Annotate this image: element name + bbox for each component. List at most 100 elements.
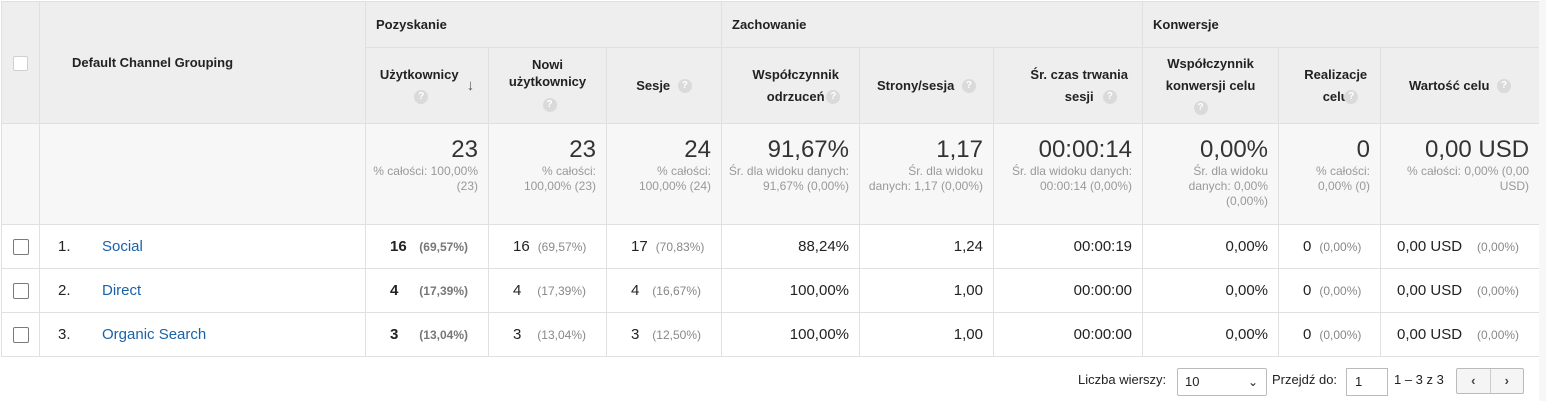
summary-sub: % całości: 100,00% (23) <box>523 164 596 193</box>
col-goal-value-label: Wartość celu <box>1409 77 1490 93</box>
value: 3 <box>631 326 640 343</box>
col-conv-rate-label: Współczynnik konwersji celu <box>1165 55 1256 93</box>
col-new-users[interactable]: Nowi użytkownicy ? <box>488 47 607 124</box>
value: 4 <box>513 282 522 299</box>
value: 17 <box>631 238 648 255</box>
page-range: 1 – 3 z 3 <box>1394 372 1444 387</box>
row-dimension: 3. Organic Search <box>39 312 366 357</box>
summary-sub: % całości: 0,00% (0) <box>1316 164 1371 193</box>
summary-value: 0,00% <box>1199 136 1269 163</box>
percent: (17,39%) <box>537 283 586 298</box>
help-icon[interactable]: ? <box>677 79 692 94</box>
value: 0 <box>1303 326 1312 343</box>
help-icon[interactable]: ? <box>1102 90 1117 105</box>
col-avg-duration-label: Śr. czas trwania sesji <box>1030 66 1128 104</box>
sort-descending-icon[interactable]: ↓ <box>466 76 475 94</box>
percent: (0,00%) <box>1319 327 1362 342</box>
percent: (69,57%) <box>419 239 468 254</box>
value: 16 <box>390 238 407 255</box>
summary-value: 23 <box>451 136 478 163</box>
col-goal-value[interactable]: Wartość celu ? <box>1380 47 1541 124</box>
cell-pages-session: 1,24 <box>859 224 994 269</box>
cell-users: 3 (13,04%) <box>365 312 489 357</box>
row-check-cell <box>1 312 40 357</box>
cell-bounce-rate: 88,24% <box>721 224 860 269</box>
summary-value: 00:00:14 <box>1038 136 1133 163</box>
prev-page-button[interactable]: ‹ <box>1471 373 1476 388</box>
row-checkbox[interactable] <box>12 283 29 300</box>
col-pages-session-label: Strony/sesja <box>877 77 955 93</box>
summary-bounce-rate: 91,67% Śr. dla widoku danych: 91,67% (0,0… <box>721 123 860 225</box>
summary-value: 91,67% <box>767 136 849 163</box>
cell-goal-value: 0,00 USD (0,00%) <box>1380 268 1541 313</box>
report-table: Default Channel Grouping Pozyskanie Zach… <box>1 1 1541 357</box>
cell-conv-rate: 0,00% <box>1142 268 1280 313</box>
row-checkbox[interactable] <box>12 239 29 256</box>
cell-goal-value: 0,00 USD (0,00%) <box>1380 224 1541 269</box>
cell-avg-duration: 00:00:00 <box>992 268 1144 313</box>
value: 4 <box>631 282 640 299</box>
summary-goal-value: 0,00 USD% całości: 0,00% (0,00 USD) <box>1380 123 1541 225</box>
cell-pages-session: 1,00 <box>859 268 994 313</box>
group-header-row: Default Channel Grouping Pozyskanie Zach… <box>1 1 1541 124</box>
row-index: 1. <box>58 238 71 255</box>
cell-avg-duration: 00:00:00 <box>992 312 1144 357</box>
help-icon[interactable]: ? <box>542 97 557 112</box>
value: 0 <box>1303 282 1312 299</box>
channel-link[interactable]: Direct <box>102 282 142 299</box>
summary-value: 23 <box>569 136 596 163</box>
cell-goal-value: 0,00 USD (0,00%) <box>1380 312 1541 357</box>
help-icon[interactable]: ? <box>826 90 841 105</box>
percent: (16,67%) <box>652 283 701 298</box>
col-bounce-rate[interactable]: Współczynnik odrzuceń ? <box>721 47 860 124</box>
col-avg-duration[interactable]: Śr. czas trwania sesji ? <box>992 47 1144 124</box>
col-conv-rate[interactable]: Współczynnik konwersji celu ? <box>1142 47 1280 124</box>
cell-new-users: 16 (69,57%) <box>488 224 607 269</box>
row-check-cell <box>1 268 40 313</box>
cell-conv-rate: 0,00% <box>1142 312 1280 357</box>
chevron-down-icon: ⌄ <box>1247 375 1258 389</box>
value: 3 <box>390 326 399 343</box>
help-icon[interactable]: ? <box>414 90 429 105</box>
summary-check-cell <box>1 123 40 225</box>
col-pages-session[interactable]: Strony/sesja ? <box>859 47 994 124</box>
summary-sub: % całości: 100,00% (24) <box>638 164 711 193</box>
channel-link[interactable]: Organic Search <box>102 326 207 343</box>
value: 0,00 USD <box>1397 326 1463 343</box>
summary-value: 1,17 <box>936 136 983 163</box>
cell-goal-completions: 0 (0,00%) <box>1278 268 1382 313</box>
table-row: 3. Organic Search 3 (13,04%) 3 (13,04%) 3 (1… <box>1 312 1541 357</box>
summary-sub: Śr. dla widoku danych: 91,67% (0,00%) <box>728 164 849 193</box>
summary-goal-completions: 0% całości: 0,00% (0) <box>1278 123 1382 225</box>
goto-input[interactable]: 1 <box>1346 368 1388 396</box>
col-users[interactable]: Użytkownicy ? ↓ <box>365 47 489 124</box>
value: 3 <box>513 326 522 343</box>
cell-sessions: 4 (16,67%) <box>606 268 722 313</box>
dimension-header[interactable]: Default Channel Grouping <box>39 1 366 124</box>
help-icon[interactable]: ? <box>1344 90 1359 105</box>
rows-per-page-select[interactable]: 10 ⌄ <box>1177 368 1267 396</box>
summary-sessions: 24% całości: 100,00% (24) <box>606 123 722 225</box>
help-icon[interactable]: ? <box>961 79 976 94</box>
percent: (12,50%) <box>652 327 701 342</box>
row-checkbox[interactable] <box>12 327 29 344</box>
percent: (70,83%) <box>655 239 705 254</box>
cell-avg-duration: 00:00:19 <box>992 224 1144 269</box>
summary-sub: % całości: 100,00% (23) <box>373 164 478 193</box>
col-goal-completions[interactable]: Realizacje celu ? <box>1278 47 1382 124</box>
help-icon[interactable]: ? <box>1193 101 1208 116</box>
col-sessions[interactable]: Sesje ? <box>606 47 722 124</box>
percent: (0,00%) <box>1319 239 1362 254</box>
cell-conv-rate: 0,00% <box>1142 224 1280 269</box>
select-all-cell <box>1 1 40 124</box>
cell-goal-completions: 0 (0,00%) <box>1278 224 1382 269</box>
percent: (0,00%) <box>1319 283 1362 298</box>
channel-link[interactable]: Social <box>102 238 143 255</box>
cell-goal-completions: 0 (0,00%) <box>1278 312 1382 357</box>
metric-header-row: Użytkownicy ? ↓ Nowi użytkownicy ? Sesje… <box>2 47 1541 124</box>
next-page-button[interactable]: › <box>1489 369 1524 393</box>
summary-users: 23% całości: 100,00% (23) <box>365 123 489 225</box>
help-icon[interactable]: ? <box>1497 79 1512 94</box>
select-all-checkbox[interactable] <box>13 55 28 71</box>
summary-new-users: 23% całości: 100,00% (23) <box>488 123 607 225</box>
